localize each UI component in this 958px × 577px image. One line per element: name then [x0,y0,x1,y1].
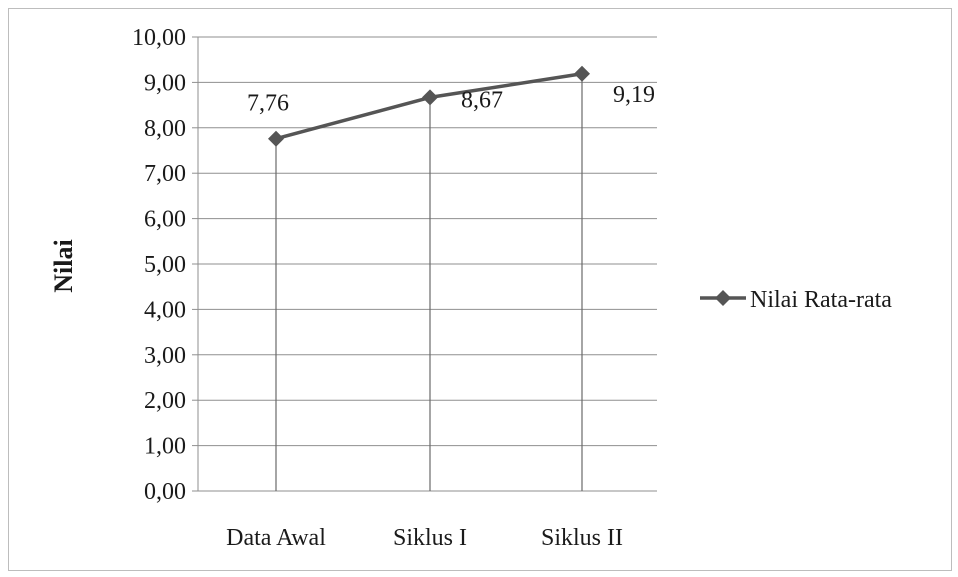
data-point-marker [268,130,284,147]
y-tick-label: 4,00 [144,297,186,323]
y-tick-label: 7,00 [144,161,186,187]
x-tick-label: Siklus II [541,525,623,551]
y-tick-label: 3,00 [144,343,186,369]
data-labels: 7,76 8,67 9,19 [247,82,655,117]
data-label: 8,67 [461,87,503,113]
x-tick-label: Data Awal [226,525,326,551]
legend-marker-icon [715,290,731,306]
series-nilai-rata-rata [268,65,590,147]
chart-frame [8,8,952,571]
y-tick-label: 8,00 [144,116,186,142]
y-tick-label: 0,00 [144,479,186,505]
series-line [275,72,583,141]
x-axis-ticks: Data Awal Siklus I Siklus II [226,525,623,551]
legend-label: Nilai Rata-rata [750,287,892,313]
y-tick-label: 2,00 [144,388,186,414]
y-tick-label: 1,00 [144,434,186,460]
gridlines [192,36,657,492]
x-tick-label: Siklus I [393,525,467,551]
data-point-marker [422,89,438,106]
y-tick-label: 10,00 [132,25,186,51]
legend: Nilai Rata-rata [700,287,892,313]
y-axis-ticks: 0,00 1,00 2,00 3,00 4,00 5,00 6,00 7,00 8,00 9,00… [132,25,186,505]
y-tick-label: 6,00 [144,207,186,233]
data-label: 9,19 [613,82,655,108]
data-label: 7,76 [247,91,289,117]
drop-lines [275,73,583,491]
y-tick-label: 9,00 [144,70,186,96]
y-tick-label: 5,00 [144,252,186,278]
data-point-marker [574,65,590,82]
y-axis-title: Nilai [49,239,78,292]
